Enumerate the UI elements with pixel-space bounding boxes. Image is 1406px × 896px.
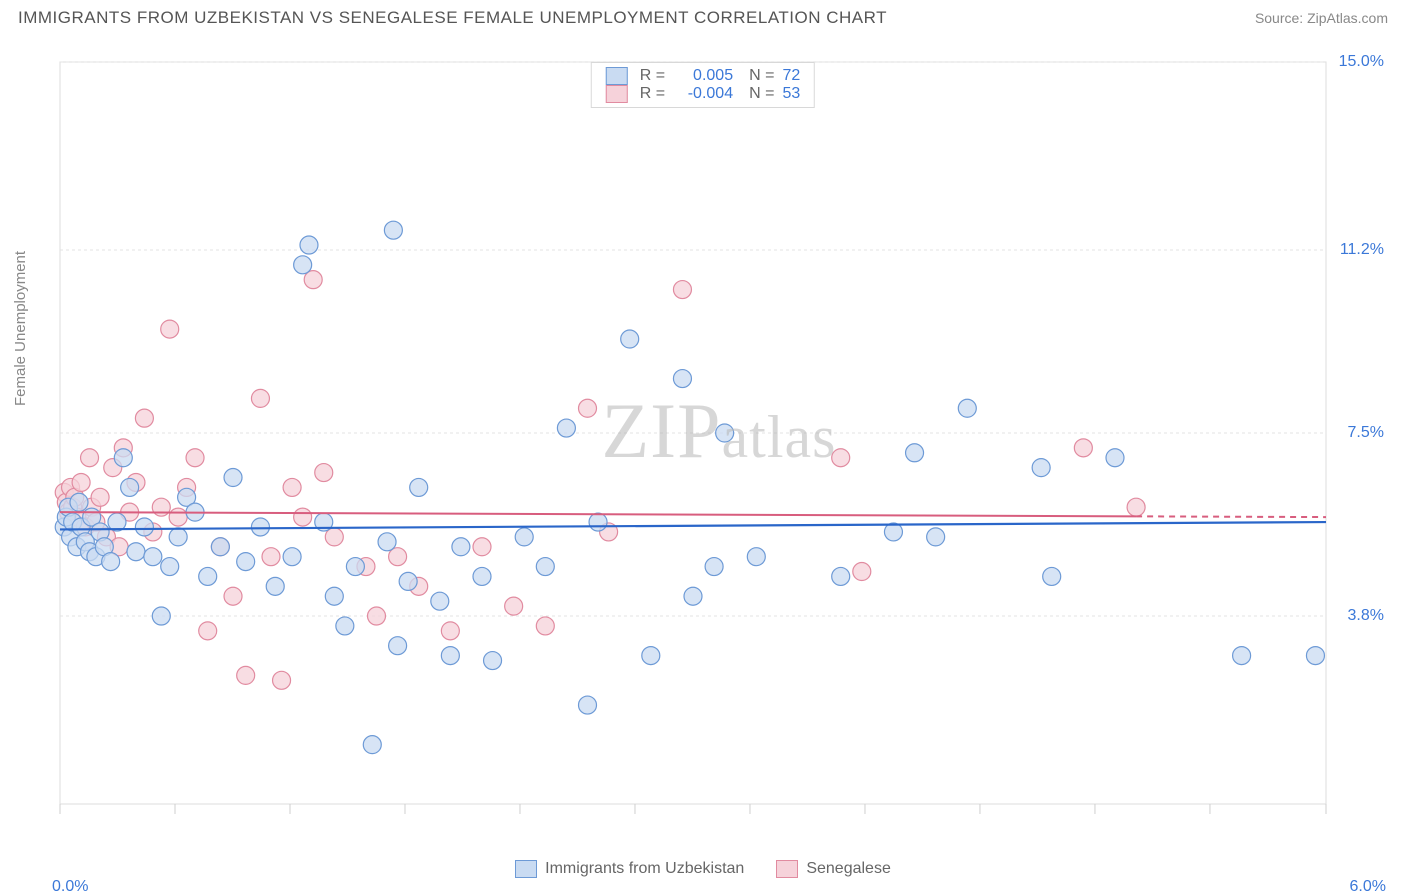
- legend-label-senegalese: Senegalese: [806, 860, 891, 878]
- chart-area: ZIPatlas: [52, 60, 1386, 832]
- swatch-senegalese-bottom: [776, 860, 798, 878]
- legend-item-uzbekistan: Immigrants from Uzbekistan: [515, 860, 744, 878]
- correlation-legend: R = 0.005 N = 72 R = -0.004 N = 53: [591, 62, 815, 108]
- r-value-uzbekistan: 0.005: [673, 67, 733, 85]
- source-attribution: Source: ZipAtlas.com: [1255, 10, 1388, 26]
- legend-row-senegalese: R = -0.004 N = 53: [606, 85, 800, 103]
- r-label: R =: [640, 85, 665, 103]
- swatch-uzbekistan: [606, 67, 628, 85]
- n-value-uzbekistan: 72: [782, 67, 800, 85]
- r-value-senegalese: -0.004: [673, 85, 733, 103]
- scatter-chart-svg: [52, 60, 1386, 832]
- y-axis-label: Female Unemployment: [12, 251, 29, 406]
- source-prefix: Source:: [1255, 10, 1307, 26]
- r-label: R =: [640, 67, 665, 85]
- legend-row-uzbekistan: R = 0.005 N = 72: [606, 67, 800, 85]
- n-label: N =: [749, 67, 774, 85]
- x-axis-min-label: 0.0%: [52, 878, 88, 896]
- series-legend: Immigrants from Uzbekistan Senegalese: [0, 860, 1406, 878]
- swatch-senegalese: [606, 85, 628, 103]
- legend-label-uzbekistan: Immigrants from Uzbekistan: [545, 860, 744, 878]
- swatch-uzbekistan-bottom: [515, 860, 537, 878]
- chart-title: IMMIGRANTS FROM UZBEKISTAN VS SENEGALESE…: [18, 8, 887, 28]
- n-label: N =: [749, 85, 774, 103]
- n-value-senegalese: 53: [782, 85, 800, 103]
- source-name: ZipAtlas.com: [1307, 10, 1388, 26]
- x-axis-max-label: 6.0%: [1350, 878, 1386, 896]
- legend-item-senegalese: Senegalese: [776, 860, 891, 878]
